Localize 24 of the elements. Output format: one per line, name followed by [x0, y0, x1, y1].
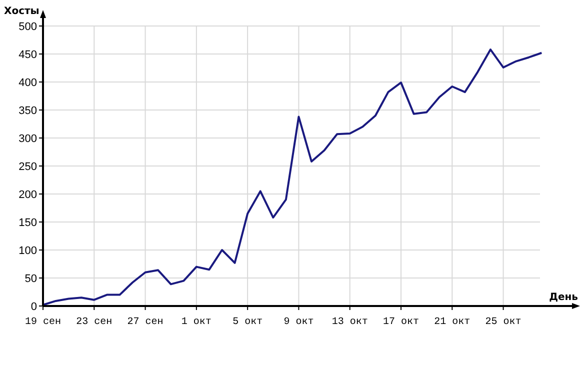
y-tick-label: 100 [18, 244, 37, 257]
y-tick-label: 250 [18, 160, 37, 173]
y-tick-label: 150 [18, 216, 37, 229]
y-tick-label: 350 [18, 104, 37, 117]
x-tick-label: 17 окт [382, 317, 420, 328]
x-tick-label: 9 окт [284, 317, 314, 328]
x-tick-label: 1 окт [181, 317, 212, 328]
x-axis-title: День [549, 292, 578, 303]
y-tick-label: 500 [18, 20, 37, 33]
y-tick-label: 300 [18, 132, 37, 145]
y-tick-label: 400 [18, 76, 37, 89]
y-tick-label: 0 [30, 300, 37, 313]
x-tick-label: 21 окт [434, 317, 470, 328]
x-tick-label: 27 сен [127, 317, 164, 328]
y-tick-label: 200 [18, 188, 37, 201]
y-axis-title: Хосты [4, 6, 40, 17]
x-tick-label: 19 сен [24, 317, 62, 328]
y-tick-label: 450 [18, 48, 37, 61]
x-tick-label: 5 окт [232, 317, 263, 328]
x-tick-label: 13 окт [332, 317, 368, 328]
y-tick-label: 50 [24, 272, 37, 285]
x-tick-label: 25 окт [485, 317, 522, 328]
line-series [42, 48, 543, 306]
x-tick-label: 23 сен [76, 317, 112, 328]
